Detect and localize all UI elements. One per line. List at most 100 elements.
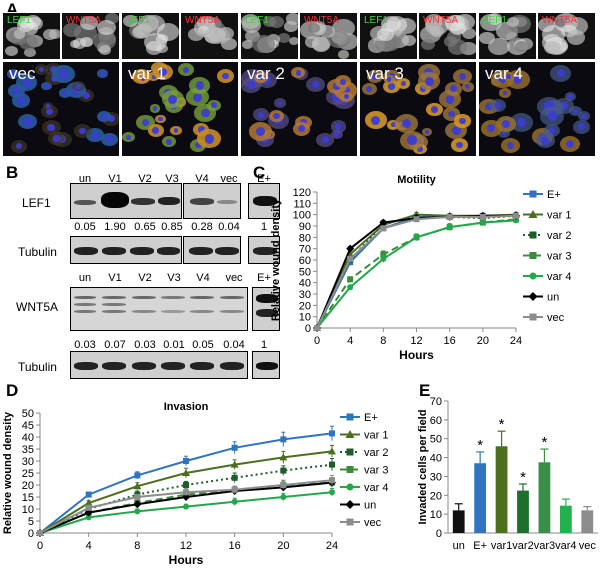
panel-letter-c: C: [253, 163, 266, 182]
tubulin-blot-label: Tubulin: [18, 245, 57, 259]
lef1-channel-label: LEF1: [483, 15, 507, 26]
legend-label: vec: [364, 517, 382, 529]
lef1-channel-tile: LEF1: [121, 12, 180, 60]
data-point: [85, 514, 92, 521]
data-point: [347, 276, 354, 283]
y-tick-label: 0: [28, 528, 34, 540]
y-tick-label: 50: [299, 266, 311, 278]
lef1-lane-label: V4: [195, 173, 209, 185]
lef1-channel-label: LEF1: [364, 15, 388, 26]
legend-label: var 3: [547, 251, 571, 263]
legend-label: var 4: [547, 271, 571, 283]
y-tick-label: 10: [299, 312, 311, 324]
data-point: [280, 436, 287, 443]
lef1-blot-1: [70, 183, 182, 219]
merged-image-label: var 1: [128, 64, 166, 83]
x-axis-title: Hours: [169, 553, 204, 567]
data-point: [446, 224, 453, 231]
panel-letter-b: B: [6, 163, 19, 182]
x-tick-label: un: [453, 540, 465, 552]
legend-label: vec: [547, 312, 565, 324]
data-point: [329, 489, 335, 496]
data-point: [85, 491, 92, 498]
lef1-channel-label: LEF1: [126, 15, 150, 26]
data-point: [231, 444, 238, 451]
y-tick-label: 20: [299, 300, 311, 312]
panel-letter-e: E: [419, 381, 431, 400]
y-tick-label: 40: [299, 278, 311, 290]
merged-image-tile: var 1: [121, 61, 239, 157]
data-point: [346, 448, 354, 456]
wnt5a-channel-tile: WNT5A: [418, 12, 477, 60]
data-point: [84, 499, 93, 506]
data-point: [280, 494, 287, 500]
data-point: [529, 252, 537, 259]
merged-image-label: var 4: [485, 64, 523, 83]
lef1-quant-value: 0.28: [191, 221, 213, 233]
x-tick-label: 4: [347, 335, 353, 347]
x-tick-label: 20: [277, 540, 289, 552]
data-point: [446, 213, 453, 220]
wnt5a-quant-value: 0.05: [192, 339, 214, 351]
merged-image-tile: var 2: [240, 61, 358, 157]
data-point: [134, 472, 141, 479]
x-tick-label: 8: [134, 540, 140, 552]
wnt5a-blot-1: [70, 287, 248, 331]
x-tick-label: 4: [86, 540, 92, 552]
merged-image-tile: var 3: [359, 61, 477, 157]
data-point: [134, 494, 141, 500]
wnt5a-lane-label: V3: [167, 272, 181, 284]
lef1-quant-value: 0.65: [134, 221, 156, 233]
data-point: [529, 231, 537, 239]
wnt5a-channel-label: WNT5A: [423, 15, 458, 26]
wnt5a-lane-label: V1: [108, 272, 122, 284]
wnt5a-channel-label: WNT5A: [66, 15, 101, 26]
data-point: [279, 453, 288, 461]
x-tick-label: E+: [473, 540, 487, 552]
legend-label: var 4: [364, 482, 388, 494]
lef1-blot-3: [248, 183, 280, 219]
data-point: [413, 234, 420, 241]
bar: [474, 463, 487, 533]
data-point: [513, 212, 519, 219]
x-axis-title: Hours: [399, 348, 434, 362]
tubulin-blot-label-2: Tubulin: [18, 360, 57, 374]
data-point: [379, 218, 388, 227]
y-tick-label: 20: [430, 490, 442, 502]
data-point: [528, 210, 538, 218]
series-line: [316, 214, 516, 329]
y-tick-label: 25: [22, 468, 34, 480]
data-point: [380, 255, 387, 262]
x-tick-label: 0: [314, 335, 320, 347]
y-tick-label: 20: [22, 480, 34, 492]
wnt5a-quant-value: 0.01: [163, 339, 185, 351]
y-tick-label: 5: [28, 516, 34, 528]
data-point: [134, 508, 141, 515]
legend-label: E+: [547, 189, 561, 201]
y-tick-label: 30: [22, 456, 34, 468]
merged-image-label: var 3: [366, 64, 404, 83]
wnt5a-quant-value: 0.04: [223, 339, 245, 351]
data-point: [347, 284, 354, 291]
lef1-lane-label: un: [78, 173, 92, 185]
y-tick-label: 50: [430, 434, 442, 446]
y-tick-label: 110: [293, 198, 311, 210]
data-point: [84, 508, 93, 517]
data-point: [231, 498, 238, 505]
data-point: [346, 518, 354, 526]
y-tick-label: 30: [299, 289, 311, 301]
legend-label: un: [547, 292, 559, 304]
wnt5a-quant-value: 1: [260, 339, 268, 351]
legend-label: var 2: [547, 230, 571, 242]
lef1-lane-label: V2: [138, 173, 152, 185]
y-tick-label: 0: [436, 528, 442, 540]
lef1-lane-label: vec: [220, 173, 238, 185]
merged-image-label: var 2: [247, 64, 285, 83]
y-tick-label: 90: [299, 221, 311, 233]
x-tick-label: var2: [512, 540, 533, 552]
y-tick-label: 120: [293, 187, 311, 199]
legend-label: var 3: [364, 465, 388, 477]
data-point: [479, 213, 486, 220]
data-point: [280, 482, 287, 488]
wnt5a-channel-tile: WNT5A: [61, 12, 120, 60]
